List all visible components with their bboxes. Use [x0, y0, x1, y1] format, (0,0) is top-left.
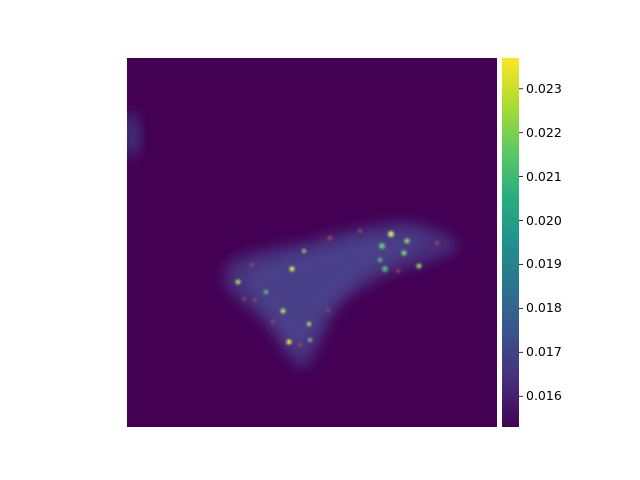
- spot: [435, 241, 439, 245]
- colorbar-tick-label: 0.017: [526, 344, 562, 360]
- spot: [416, 263, 422, 269]
- green-spots: [235, 231, 422, 345]
- spot: [396, 269, 400, 273]
- colorbar-gradient: [502, 58, 519, 427]
- spot: [379, 243, 385, 249]
- colorbar-tick-label: 0.018: [526, 300, 562, 316]
- colorbar-tick-label: 0.020: [526, 212, 562, 228]
- spot: [271, 320, 275, 324]
- spot: [358, 229, 362, 233]
- spot: [388, 231, 394, 237]
- red-spots: [242, 229, 439, 347]
- colorbar-tick-label: 0.016: [526, 388, 562, 403]
- spot: [242, 297, 246, 301]
- spot: [280, 308, 286, 314]
- colorbar-ticks: [519, 88, 523, 397]
- spot: [382, 266, 388, 272]
- spot: [298, 343, 302, 347]
- spot: [286, 339, 292, 345]
- spot: [235, 279, 241, 285]
- spot: [404, 238, 410, 244]
- spot: [250, 263, 254, 267]
- colorbar: [502, 58, 523, 427]
- microscopy-image: [127, 58, 497, 427]
- spot: [401, 250, 407, 256]
- spot: [302, 249, 306, 253]
- spot: [308, 338, 312, 342]
- spot: [378, 258, 382, 262]
- spot: [264, 290, 268, 294]
- spot: [253, 298, 257, 302]
- cell-body-core: [244, 234, 423, 348]
- colorbar-tick-label: 0.019: [526, 256, 562, 272]
- colorbar-tick-label: 0.021: [526, 168, 562, 184]
- colorbar-tick-label: 0.022: [526, 124, 562, 140]
- spot: [326, 308, 330, 312]
- colorbar-tick-label: 0.023: [526, 80, 562, 96]
- spot: [289, 266, 295, 272]
- spot: [327, 235, 333, 241]
- edge-cell-glow: [127, 113, 141, 157]
- spot: [307, 322, 311, 326]
